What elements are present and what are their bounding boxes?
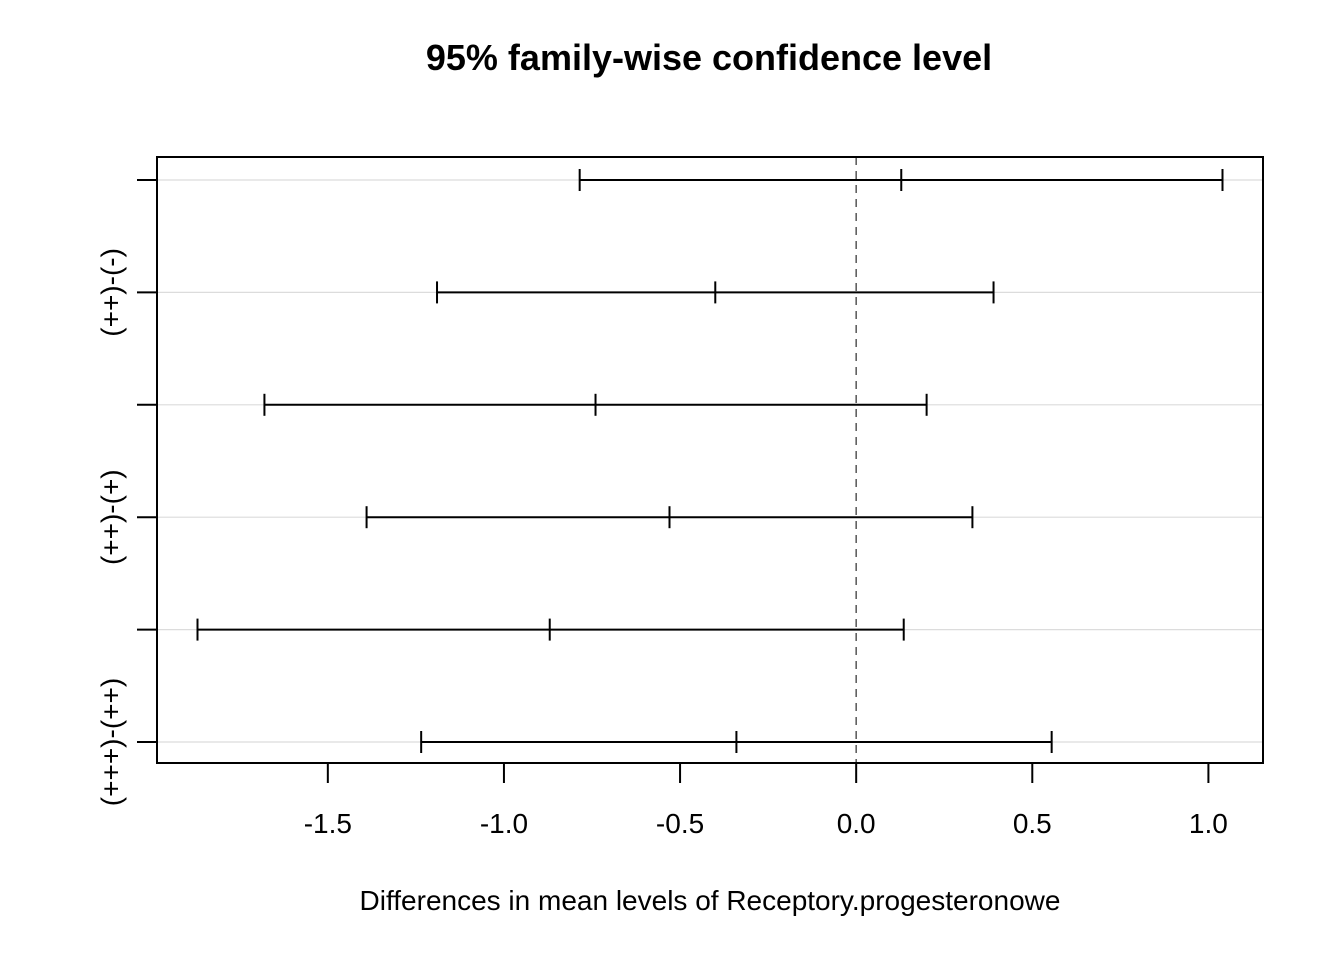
x-tick-label-0: -1.5 (304, 808, 352, 839)
plot-frame (156, 156, 1264, 764)
y-axis: (++)-(-) (++)-(+) (+++)-(++) (95, 179, 157, 806)
x-tick-label-3: 0.0 (837, 808, 876, 839)
grid-lines (157, 179, 1263, 743)
x-axis-label: Differences in mean levels of Receptory.… (360, 885, 1061, 916)
chart-title: 95% family-wise confidence level (426, 37, 992, 78)
x-axis: -1.5 -1.0 -0.5 0.0 0.5 1.0 (304, 763, 1228, 839)
confidence-intervals (196, 169, 1224, 753)
x-tick-label-5: 1.0 (1189, 808, 1228, 839)
y-tick-label-3: (++)-(+) (95, 469, 126, 565)
y-tick-label-5: (+++)-(++) (95, 678, 126, 806)
x-tick-label-1: -1.0 (480, 808, 528, 839)
y-tick-label-1: (++)-(-) (95, 248, 126, 337)
x-tick-label-2: -0.5 (656, 808, 704, 839)
x-tick-label-4: 0.5 (1013, 808, 1052, 839)
